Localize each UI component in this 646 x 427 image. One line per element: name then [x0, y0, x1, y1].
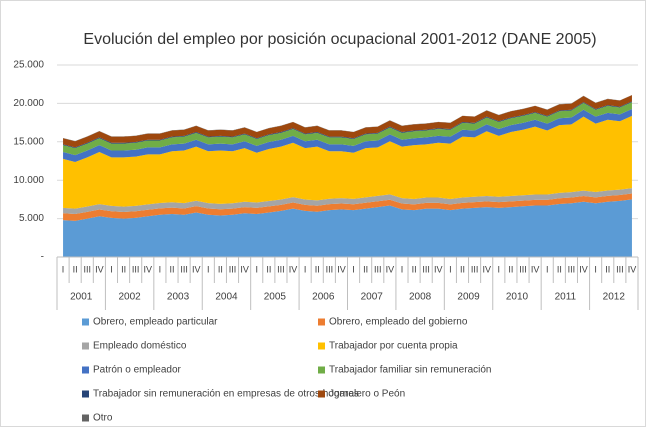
legend-label: Empleado doméstico [93, 341, 187, 352]
x-tick-label: II [121, 264, 126, 274]
legend-swatch [82, 342, 89, 350]
area [63, 101, 632, 149]
legend-label: Trabajador por cuenta propia [329, 341, 458, 352]
year-label: 2006 [312, 292, 335, 303]
x-tick-label: I [498, 264, 501, 274]
year-label: 2002 [119, 292, 142, 303]
area [63, 188, 632, 214]
x-tick-label: IV [289, 264, 298, 274]
x-tick-label: IV [95, 264, 104, 274]
x-tick-label: III [519, 264, 527, 274]
x-tick-label: II [266, 264, 271, 274]
legend-swatch [82, 366, 89, 374]
x-tick-label: II [460, 264, 465, 274]
x-tick-label: II [363, 264, 368, 274]
x-tick-label: I [594, 264, 597, 274]
x-tick-label: I [207, 264, 210, 274]
x-tick-label: I [255, 264, 258, 274]
legend-label: Jornalero o Peón [329, 389, 405, 400]
x-tick-label: I [304, 264, 307, 274]
year-label: 2012 [603, 292, 626, 303]
legend-swatch [82, 390, 89, 398]
x-tick-label: III [180, 264, 188, 274]
x-tick-label: II [557, 264, 562, 274]
year-label: 2010 [506, 292, 529, 303]
x-tick-label: III [374, 264, 382, 274]
y-tick-label: 5.000 [19, 213, 44, 224]
area [63, 94, 632, 142]
x-tick-label: IV [337, 264, 346, 274]
legend-label: Trabajador sin remuneración en empresas … [93, 389, 359, 400]
y-tick-label: 25.000 [13, 60, 44, 71]
x-tick-label: III [422, 264, 430, 274]
year-label: 2009 [457, 292, 480, 303]
x-tick-label: IV [240, 264, 249, 274]
legend-label: Trabajador familiar sin remuneración [329, 365, 491, 376]
x-tick-label: I [62, 264, 65, 274]
area [63, 115, 632, 209]
area [63, 109, 632, 162]
y-tick-label: - [41, 252, 44, 263]
x-tick-label: III [229, 264, 237, 274]
x-tick-label: III [326, 264, 334, 274]
x-tick-label: II [508, 264, 513, 274]
area [63, 199, 632, 257]
legend-label: Obrero, empleado particular [93, 317, 218, 328]
x-tick-label: I [401, 264, 404, 274]
x-tick-label: IV [579, 264, 588, 274]
x-tick-label: III [277, 264, 285, 274]
year-label: 2003 [167, 292, 190, 303]
area [63, 102, 632, 156]
x-tick-label: IV [531, 264, 540, 274]
x-tick-label: III [568, 264, 576, 274]
x-tick-label: IV [386, 264, 395, 274]
year-label: 2001 [70, 292, 93, 303]
area [63, 95, 632, 148]
legend-swatch [318, 342, 325, 350]
y-tick-label: 10.000 [13, 175, 44, 186]
x-tick-label: I [352, 264, 355, 274]
x-tick-label: IV [434, 264, 443, 274]
x-tick-label: II [218, 264, 223, 274]
x-tick-label: I [546, 264, 549, 274]
x-tick-label: I [159, 264, 162, 274]
area [63, 193, 632, 221]
legend-swatch [82, 318, 89, 326]
x-tick-label: II [73, 264, 78, 274]
year-label: 2005 [264, 292, 287, 303]
legend-label: Otro [93, 413, 113, 424]
x-tick-label: I [110, 264, 113, 274]
legend-label: Obrero, empleado del gobierno [329, 317, 468, 328]
x-tick-label: II [605, 264, 610, 274]
x-tick-label: IV [628, 264, 637, 274]
x-tick-label: I [449, 264, 452, 274]
x-tick-label: III [84, 264, 92, 274]
year-label: 2011 [555, 292, 577, 303]
chart-title: Evolución del empleo por posición ocupac… [83, 31, 596, 48]
legend-swatch [82, 414, 89, 422]
x-tick-label: IV [144, 264, 153, 274]
legend-swatch [318, 318, 325, 326]
x-tick-label: III [132, 264, 140, 274]
x-tick-label: II [315, 264, 320, 274]
year-label: 2007 [361, 292, 384, 303]
y-tick-label: 15.000 [13, 136, 44, 147]
legend-swatch [318, 366, 325, 374]
x-tick-label: III [471, 264, 479, 274]
x-tick-label: IV [192, 264, 201, 274]
x-tick-label: III [616, 264, 624, 274]
x-tick-label: IV [482, 264, 491, 274]
legend-label: Patrón o empleador [93, 365, 182, 376]
x-tick-label: II [412, 264, 417, 274]
y-tick-label: 20.000 [13, 98, 44, 109]
year-label: 2008 [409, 292, 432, 303]
year-label: 2004 [215, 292, 238, 303]
x-tick-label: II [169, 264, 174, 274]
legend-swatch [318, 390, 325, 398]
